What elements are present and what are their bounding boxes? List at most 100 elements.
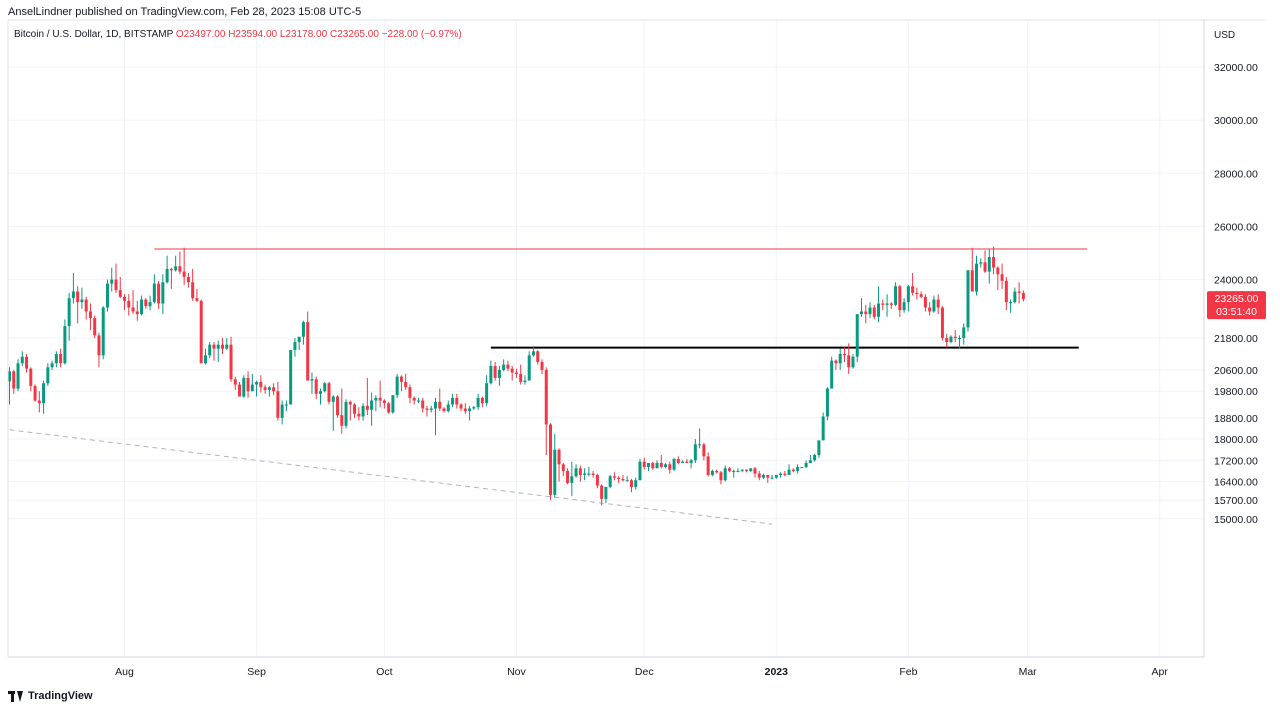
y-tick-label: 16400.00	[1214, 477, 1258, 489]
candle-body	[962, 327, 966, 339]
candle-body	[365, 405, 369, 410]
candle-body	[762, 474, 766, 478]
candle-body	[16, 363, 20, 389]
candle-body	[600, 485, 604, 499]
candle-body	[191, 282, 195, 299]
candle-body	[161, 282, 165, 304]
candle-body	[20, 356, 24, 364]
candle-body	[127, 300, 131, 308]
candle-body	[67, 298, 71, 327]
y-tick-label: 19800.00	[1214, 386, 1258, 398]
candle-body	[723, 468, 727, 481]
candle-body	[259, 381, 263, 388]
candle-body	[293, 342, 297, 351]
price-axis[interactable]: 32000.00 30000.00 28000.00 26000.00 24000.00…	[1214, 62, 1258, 526]
candle-body	[936, 299, 940, 308]
candle-body	[310, 379, 314, 381]
candle-body	[212, 344, 216, 349]
candle-body	[953, 336, 957, 339]
candle-body	[63, 326, 67, 364]
x-tick-label: Mar	[1019, 666, 1038, 678]
drawn-lines[interactable]	[9, 248, 1088, 525]
candle-body	[583, 473, 587, 475]
candle-body	[800, 466, 804, 468]
candle-body	[732, 470, 736, 472]
candle-body	[374, 397, 378, 401]
candle-body	[770, 477, 774, 479]
candle-body	[382, 400, 386, 404]
candle-body	[255, 381, 259, 385]
x-tick-label: Aug	[115, 666, 134, 678]
candle-body	[327, 383, 331, 402]
candle-body	[744, 469, 748, 471]
candle-body	[544, 369, 548, 425]
candle-body	[97, 335, 101, 356]
candle-body	[242, 377, 246, 397]
candle-body	[485, 383, 489, 404]
ohlc-close: C23265.00	[329, 29, 379, 40]
candle-body	[353, 404, 357, 414]
tradingview-watermark[interactable]: TradingView	[8, 690, 93, 702]
candle-body	[434, 401, 437, 409]
candle-body	[314, 379, 318, 394]
candle-body	[182, 271, 186, 277]
candle-body	[412, 397, 416, 401]
candle-body	[987, 256, 991, 272]
candle-body	[425, 408, 429, 410]
candle-body	[634, 480, 638, 487]
candle-body	[889, 303, 893, 305]
candle-body	[455, 397, 459, 405]
candle-body	[813, 455, 817, 461]
y-tick-label: 15000.00	[1214, 514, 1258, 526]
x-tick-label: 2023	[765, 666, 789, 678]
candle-body	[749, 468, 753, 471]
candle-body	[825, 388, 829, 417]
y-tick-label: 32000.00	[1214, 62, 1258, 74]
candle-body	[280, 404, 284, 418]
candle-body	[250, 384, 254, 392]
candle-body	[970, 270, 974, 292]
candle-body	[996, 267, 1000, 275]
candle-body	[940, 307, 944, 339]
candle-body	[949, 336, 953, 343]
x-tick-label: Nov	[507, 666, 526, 678]
candle-body	[59, 354, 63, 364]
candle-body	[523, 380, 527, 382]
time-axis[interactable]: Aug Sep Oct Nov Dec 2023 Feb Mar Apr	[115, 666, 1168, 678]
y-tick-label: 24000.00	[1214, 275, 1258, 287]
candle-body	[391, 395, 395, 413]
candle-body	[459, 404, 463, 409]
candle-body	[817, 440, 821, 456]
candle-body	[1009, 302, 1013, 304]
candle-body	[144, 299, 148, 307]
candle-body	[757, 473, 761, 478]
ohlc-high: H23594.00	[228, 29, 278, 40]
candle-body	[25, 356, 29, 369]
candle-body	[199, 300, 203, 364]
candle-body	[842, 354, 846, 356]
candle-body	[651, 462, 655, 469]
candle-body	[983, 262, 987, 272]
candle-body	[50, 363, 54, 368]
candle-body	[915, 292, 919, 295]
candle-body	[208, 344, 212, 356]
candle-body	[698, 444, 702, 446]
candle-body	[655, 462, 659, 469]
candle-body	[902, 302, 906, 311]
candle-body	[591, 473, 595, 475]
candle-body	[877, 303, 881, 317]
candle-body	[847, 355, 851, 368]
candle-countdown: 03:51:40	[1216, 306, 1257, 318]
candle-body	[323, 383, 327, 392]
x-tick-label: Oct	[376, 666, 392, 678]
candle-body	[868, 307, 872, 315]
candle-body	[647, 462, 650, 467]
candle-body	[587, 473, 591, 475]
candle-body	[203, 355, 207, 364]
candle-body	[408, 387, 412, 398]
candle-body	[549, 424, 553, 495]
candle-body	[710, 470, 714, 475]
candle-body	[779, 473, 783, 475]
y-tick-label: 28000.00	[1214, 168, 1258, 180]
